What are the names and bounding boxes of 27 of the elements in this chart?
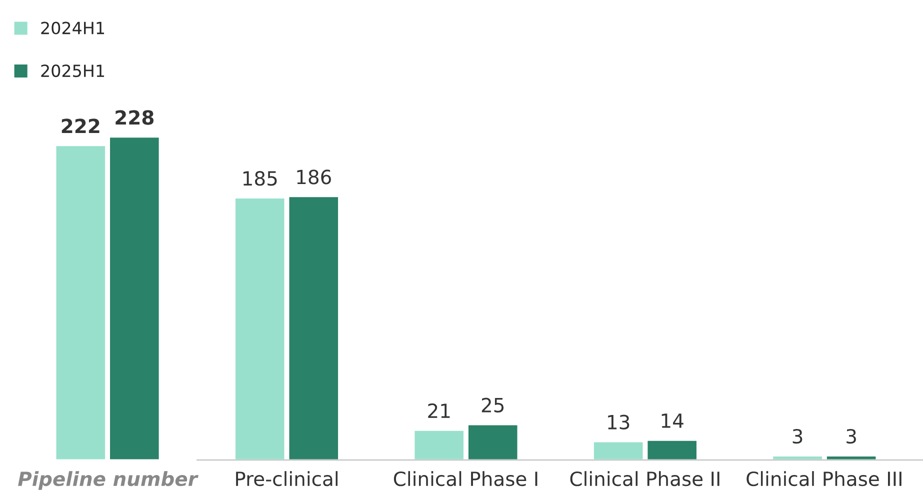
bar <box>646 439 698 460</box>
bar <box>592 440 644 460</box>
data-label: 3 <box>846 428 856 444</box>
x-tick-label: Clinical Phase III <box>746 471 902 486</box>
data-label: 228 <box>116 110 154 125</box>
legend-label: 2025H1 <box>41 64 104 78</box>
data-label: 186 <box>297 170 331 184</box>
bar <box>108 136 160 460</box>
data-label: 21 <box>428 403 450 418</box>
data-label: 3 <box>792 428 802 444</box>
data-label: 222 <box>62 118 100 134</box>
data-label: 185 <box>243 171 277 186</box>
bar <box>54 144 106 460</box>
x-tick-label: Clinical Phase I <box>394 471 538 486</box>
data-label: 13 <box>608 414 630 430</box>
bar <box>234 197 286 460</box>
x-tick-label: Pipeline number <box>18 471 198 490</box>
bar <box>826 455 878 460</box>
x-tick-label: Clinical Phase II <box>570 471 720 486</box>
legend-label: 2024H1 <box>41 22 104 34</box>
bar <box>288 196 340 460</box>
data-label: 25 <box>482 398 504 412</box>
data-label: 14 <box>662 414 684 428</box>
bar <box>467 424 519 460</box>
bar <box>772 455 824 460</box>
bar <box>413 430 465 460</box>
x-tick-label: Pre-clinical <box>236 471 338 486</box>
